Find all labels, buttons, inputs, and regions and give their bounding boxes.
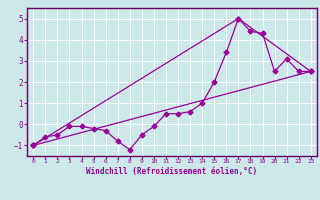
X-axis label: Windchill (Refroidissement éolien,°C): Windchill (Refroidissement éolien,°C) <box>86 167 258 176</box>
